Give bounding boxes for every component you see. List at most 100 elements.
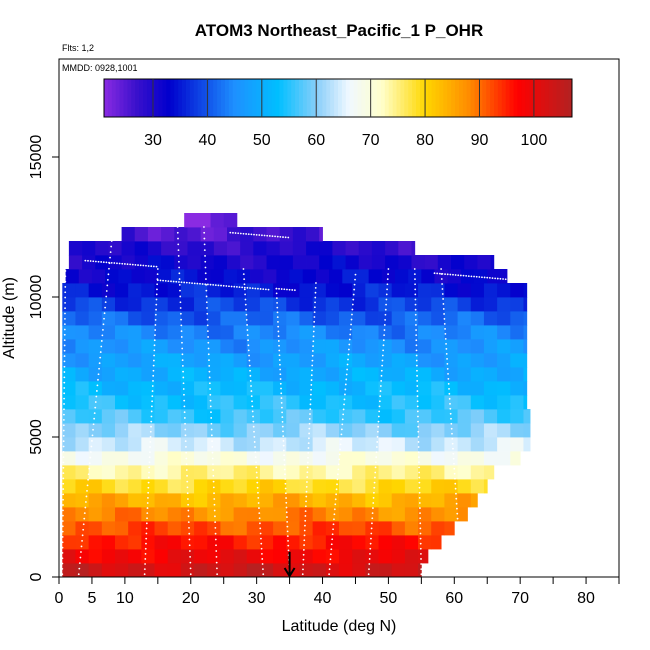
heatmap-cell [115,451,129,466]
heatmap-cell [233,437,248,452]
heatmap-cell [292,255,307,270]
track-point [87,259,89,262]
track-point [313,325,315,328]
heatmap-cell [418,493,432,508]
heatmap-cell [273,409,287,424]
track-point [249,380,252,382]
track-point [186,492,189,495]
heatmap-cell [154,381,169,396]
track-point [62,498,64,501]
colorbar-segment [197,79,202,117]
heatmap-cell [497,311,511,326]
track-point [377,420,380,423]
heatmap-cell [115,395,129,410]
heatmap-cell [431,493,445,508]
track-point [370,532,373,535]
heatmap-cell [62,311,76,326]
track-point [206,330,209,333]
track-point [329,553,332,556]
heatmap-cell [483,325,498,340]
track-point [81,534,84,537]
track-point [385,293,388,296]
heatmap-cell [266,255,281,270]
heatmap-cell [259,535,274,550]
heatmap-cell [233,493,248,508]
track-point [282,444,285,447]
heatmap-cell [207,563,221,578]
track-point [302,553,305,556]
track-point [196,282,199,285]
heatmap-cell [259,423,274,438]
heatmap-cell [418,297,432,312]
track-point [97,373,100,376]
track-point [310,384,313,386]
heatmap-cell [299,339,314,354]
heatmap-cell [227,255,241,270]
track-point [417,415,419,418]
track-point [285,506,288,509]
heatmap-cell [444,283,458,298]
heatmap-cell [286,325,300,340]
heatmap-cell [523,367,528,382]
track-point [310,374,313,377]
track-point [215,555,218,558]
heatmap-cell [418,339,432,354]
heatmap-cell [497,451,511,466]
track-point [329,563,331,566]
track-point [152,380,154,382]
heatmap-cell [273,549,287,564]
heatmap-cell [510,409,524,424]
heatmap-cell [141,507,155,522]
heatmap-cell [457,353,472,368]
heatmap-cell [391,297,406,312]
heatmap-cell [141,423,155,438]
heatmap-cell [62,493,76,508]
heatmap-cell [101,535,116,550]
track-point [282,236,284,238]
heatmap-cell [418,409,432,424]
heatmap-cell [470,311,485,326]
track-point [214,521,217,524]
track-point [473,275,475,278]
heatmap-cell [352,409,366,424]
heatmap-cell [286,465,300,480]
heatmap-cell [207,353,221,368]
track-point [302,568,304,571]
track-point [491,277,494,280]
track-point [183,399,186,402]
track-point [277,340,280,342]
heatmap-cell [246,535,261,550]
heatmap-cell [299,395,314,410]
track-point [304,510,307,513]
heatmap-cell [266,241,281,256]
heatmap-cell [289,269,304,284]
track-point [369,542,372,545]
colorbar-segment [521,79,526,117]
heatmap-cell [391,283,406,298]
heatmap-cell [246,423,261,438]
track-point [188,527,190,529]
dates-label: MMDD: 0928,1001 [62,63,138,73]
heatmap-cell [418,549,429,564]
colorbar-tick-label: 30 [144,132,162,149]
heatmap-cell [141,479,155,494]
track-point [61,552,64,554]
track-point [348,343,351,346]
heatmap-cell [404,409,419,424]
track-point [346,368,349,371]
heatmap-cell [404,437,419,452]
colorbar-tick-label: 90 [471,132,489,149]
colorbar-segment [396,79,401,117]
heatmap-cell [339,465,353,480]
track-point [260,542,263,545]
heatmap-cell [62,563,76,578]
track-point [262,573,265,576]
track-point [417,446,420,448]
heatmap-cell [128,395,142,410]
track-point [459,567,462,570]
track-point [212,463,214,466]
track-point [64,270,67,272]
track-point [253,430,255,433]
track-point [378,400,381,403]
colorbar-segment [302,79,308,117]
